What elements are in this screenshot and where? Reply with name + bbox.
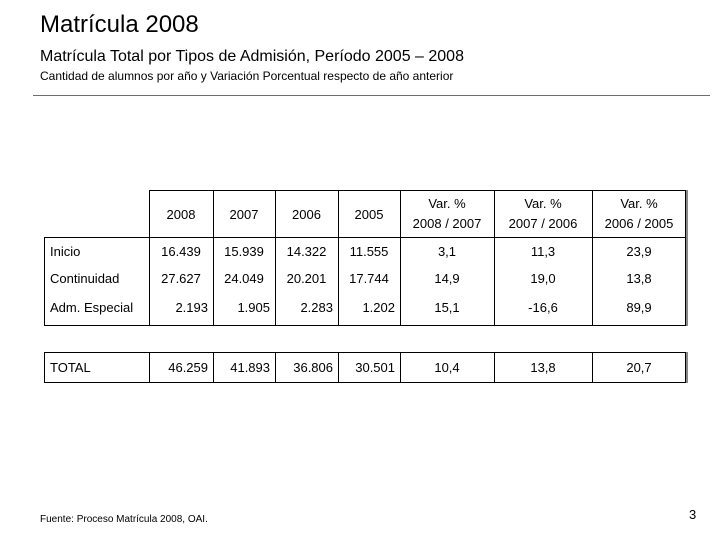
cell-var-2007-2006: -16,6 (528, 300, 558, 315)
divider (213, 352, 214, 383)
divider (213, 237, 214, 326)
row-label: Inicio (50, 244, 81, 259)
divider (592, 237, 593, 326)
divider (213, 190, 214, 238)
total-2006: 36.806 (293, 360, 333, 375)
cell-var-2006-2005: 89,9 (626, 300, 652, 315)
cell-2005: 17.744 (349, 271, 389, 286)
header-var-line2: 2007 / 2006 (508, 216, 578, 231)
cell-2008: 2.193 (175, 300, 208, 315)
total-row-frame (44, 352, 686, 383)
source-footnote: Fuente: Proceso Matrícula 2008, OAI. (40, 514, 208, 525)
divider (275, 190, 276, 238)
total-2008: 46.259 (168, 360, 208, 375)
total-2007: 41.893 (230, 360, 270, 375)
cell-2007: 15.939 (224, 244, 264, 259)
page-title: Matrícula 2008 (40, 11, 199, 38)
header-var-2006-2005: Var. % 2006 / 2005 (592, 190, 686, 238)
cell-2006: 14.322 (286, 244, 327, 259)
header-var-line2: 2008 / 2007 (412, 216, 482, 231)
cell-var-2006-2005: 23,9 (626, 244, 652, 259)
cell-var-2008-2007: 3,1 (437, 244, 457, 259)
total-var-2006-2005: 20,7 (626, 360, 652, 375)
divider (592, 190, 593, 238)
cell-var-2006-2005: 13,8 (626, 271, 652, 286)
cell-2007: 1.905 (237, 300, 270, 315)
header-2005: 2005 (354, 206, 384, 222)
header-var-line1: Var. % (524, 196, 562, 211)
page-number: 3 (689, 507, 697, 522)
cell-var-2008-2007: 15,1 (434, 300, 460, 315)
divider (275, 352, 276, 383)
row-label: Adm. Especial (50, 300, 134, 315)
divider (494, 352, 495, 383)
divider (400, 190, 401, 238)
header-var-2008-2007: Var. % 2008 / 2007 (400, 190, 494, 238)
divider (149, 237, 150, 326)
header-2006: 2006 (292, 206, 321, 222)
total-2005: 30.501 (355, 360, 395, 375)
cell-2006: 20.201 (286, 271, 327, 286)
divider (149, 352, 150, 383)
cell-var-2007-2006: 11,3 (530, 244, 556, 259)
divider (592, 352, 593, 383)
cell-var-2007-2006: 19,0 (530, 271, 556, 286)
divider (494, 237, 495, 326)
divider (338, 237, 339, 326)
divider (400, 352, 401, 383)
header-var-2007-2006: Var. % 2007 / 2006 (494, 190, 592, 238)
header-var-line1: Var. % (428, 196, 466, 211)
header-2007: 2007 (229, 206, 259, 222)
header-var-line2: 2006 / 2005 (604, 216, 674, 231)
divider (338, 352, 339, 383)
cell-2008: 27.627 (161, 271, 201, 286)
page-subtitle: Matrícula Total por Tipos de Admisión, P… (40, 48, 464, 65)
cell-2008: 16.439 (161, 244, 201, 259)
divider (400, 237, 401, 326)
row-label: Continuidad (50, 271, 120, 286)
cell-2007: 24.049 (224, 271, 264, 286)
total-label: TOTAL (50, 360, 91, 375)
total-var-2007-2006: 13,8 (530, 360, 556, 375)
cell-2005: 1.202 (362, 300, 395, 315)
header-var-line1: Var. % (620, 196, 658, 211)
page-caption: Cantidad de alumnos por año y Variación … (40, 69, 454, 83)
divider (275, 237, 276, 326)
cell-var-2008-2007: 14,9 (434, 271, 460, 286)
total-var-2008-2007: 10,4 (434, 360, 460, 375)
body-frame (44, 237, 686, 326)
title-divider (33, 95, 710, 96)
cell-2005: 11.555 (349, 244, 389, 259)
divider (494, 190, 495, 238)
header-2008: 2008 (166, 206, 196, 222)
divider (338, 190, 339, 238)
cell-2006: 2.283 (300, 300, 333, 315)
